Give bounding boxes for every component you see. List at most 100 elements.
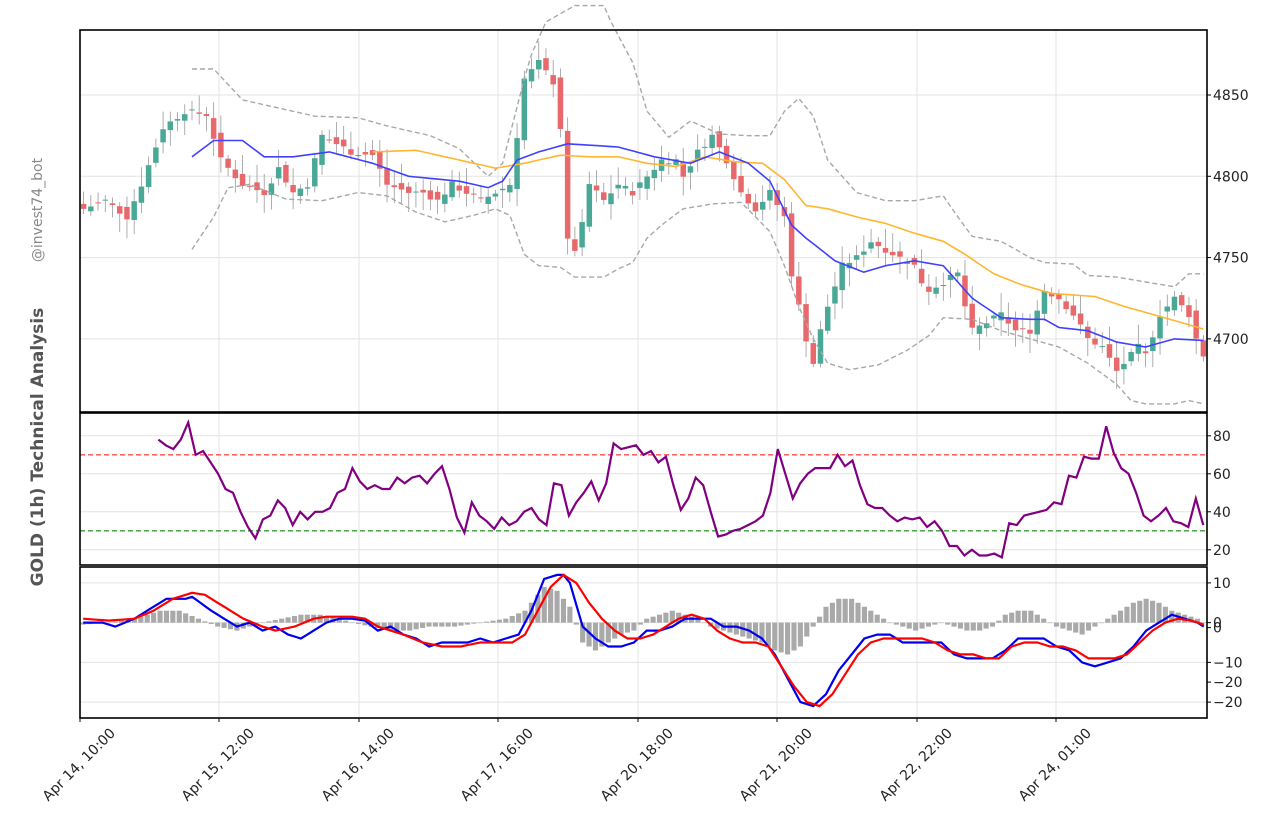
macd-histogram-bar bbox=[836, 598, 842, 623]
macd-histogram-bar bbox=[1028, 610, 1034, 623]
macd-histogram-bar bbox=[823, 606, 829, 623]
candle-body bbox=[1157, 316, 1163, 339]
candle-body bbox=[543, 58, 549, 71]
macd-histogram-bar bbox=[227, 622, 234, 630]
macd-histogram-bar bbox=[996, 620, 1002, 623]
candle-body bbox=[1193, 310, 1199, 339]
macd-histogram-bar bbox=[644, 618, 650, 623]
candle-body bbox=[1121, 363, 1127, 370]
macd-histogram-bar bbox=[599, 622, 605, 647]
y-tick-label: −10 bbox=[1213, 655, 1243, 671]
macd-histogram-bar bbox=[298, 614, 304, 623]
macd-histogram-bar bbox=[560, 598, 567, 623]
candle-body bbox=[218, 132, 224, 158]
macd-histogram-bar bbox=[913, 622, 919, 631]
macd-histogram-bar bbox=[759, 622, 765, 643]
candle-body bbox=[608, 193, 614, 205]
macd-histogram-bar bbox=[804, 622, 810, 637]
candle-body bbox=[991, 315, 997, 319]
macd-histogram-bar bbox=[701, 622, 707, 624]
panel-frame bbox=[79, 566, 1208, 719]
macd-histogram-bar bbox=[516, 613, 522, 623]
candle-body bbox=[586, 184, 593, 227]
macd-histogram-bar bbox=[1002, 614, 1008, 623]
candle-body bbox=[593, 185, 600, 191]
sma50-line bbox=[372, 149, 1204, 330]
macd-histogram-bar bbox=[945, 622, 951, 625]
candle-body bbox=[521, 78, 528, 141]
candle-body bbox=[499, 188, 506, 191]
macd-histogram-bar bbox=[900, 622, 906, 627]
price-panel bbox=[80, 4, 1207, 405]
candle-body bbox=[622, 185, 629, 189]
macd-histogram-bar bbox=[439, 622, 445, 627]
candle-body bbox=[1041, 290, 1048, 314]
candle-body bbox=[196, 112, 202, 114]
macd-histogram-bar bbox=[323, 616, 330, 623]
candle-body bbox=[810, 343, 817, 364]
bollinger-upper bbox=[192, 4, 1204, 288]
macd-histogram-bar bbox=[778, 622, 784, 653]
macd-histogram-bar bbox=[989, 622, 996, 627]
macd-histogram-bar bbox=[752, 622, 759, 641]
macd-histogram-bar bbox=[285, 617, 291, 623]
candle-body bbox=[239, 173, 246, 186]
macd-histogram-bar bbox=[714, 622, 720, 629]
macd-histogram-bar bbox=[336, 618, 342, 623]
macd-histogram-bar bbox=[791, 622, 797, 651]
candle-body bbox=[427, 190, 434, 200]
macd-histogram-bar bbox=[112, 621, 118, 623]
candle-body bbox=[1128, 351, 1134, 362]
candle-body bbox=[868, 242, 874, 249]
macd-histogram-bar bbox=[906, 622, 912, 629]
macd-histogram-bar bbox=[1169, 610, 1175, 623]
candle-body bbox=[557, 77, 564, 129]
macd-histogram-bar bbox=[733, 622, 739, 635]
rsi-panel bbox=[80, 418, 1207, 560]
macd-histogram-bar bbox=[925, 622, 932, 627]
candle-body bbox=[124, 206, 130, 220]
candle-body bbox=[1063, 301, 1069, 310]
macd-histogram-bar bbox=[183, 613, 189, 623]
macd-histogram-bar bbox=[1201, 622, 1207, 624]
x-tick-label: Apr 22, 22:00 bbox=[877, 726, 956, 805]
macd-histogram-bar bbox=[663, 612, 669, 623]
candle-body bbox=[95, 202, 101, 204]
macd-histogram-bar bbox=[1162, 606, 1168, 623]
macd-histogram-bar bbox=[1015, 610, 1021, 623]
candle-body bbox=[998, 312, 1004, 321]
macd-histogram-bar bbox=[247, 622, 253, 627]
candle-body bbox=[138, 186, 145, 203]
macd-histogram-bar bbox=[977, 622, 983, 631]
candle-body bbox=[918, 268, 925, 284]
macd-histogram-bar bbox=[400, 622, 406, 631]
y-tick-label: 4750 bbox=[1213, 251, 1249, 267]
candle-body bbox=[1048, 293, 1055, 297]
candle-body bbox=[304, 187, 311, 189]
candle-body bbox=[442, 194, 448, 204]
candle-body bbox=[1070, 305, 1077, 316]
macd-histogram-bar bbox=[842, 598, 848, 623]
macd-histogram-bar bbox=[202, 621, 208, 623]
macd-histogram-bar bbox=[541, 586, 547, 623]
macd-histogram-bar bbox=[893, 622, 899, 625]
macd-histogram-bar bbox=[291, 616, 298, 623]
candle-body bbox=[976, 325, 983, 334]
candle-body bbox=[80, 203, 87, 209]
candle-body bbox=[420, 189, 426, 193]
y-tick-label: −20 bbox=[1213, 675, 1243, 691]
macd-histogram-bar bbox=[304, 614, 310, 623]
macd-histogram-bar bbox=[567, 606, 573, 623]
candle-body bbox=[1020, 328, 1026, 330]
macd-histogram-bar bbox=[1137, 600, 1143, 623]
candle-body bbox=[153, 147, 159, 163]
macd-histogram-bar bbox=[458, 622, 464, 626]
macd-histogram-bar bbox=[477, 622, 483, 624]
candle-body bbox=[853, 255, 860, 260]
macd-histogram-bar bbox=[1105, 618, 1111, 623]
candle-body bbox=[709, 134, 715, 149]
macd-histogram-bar bbox=[503, 618, 509, 623]
macd-histogram-bar bbox=[669, 610, 675, 623]
macd-histogram-bar bbox=[554, 590, 560, 623]
macd-histogram-bar bbox=[279, 618, 285, 623]
